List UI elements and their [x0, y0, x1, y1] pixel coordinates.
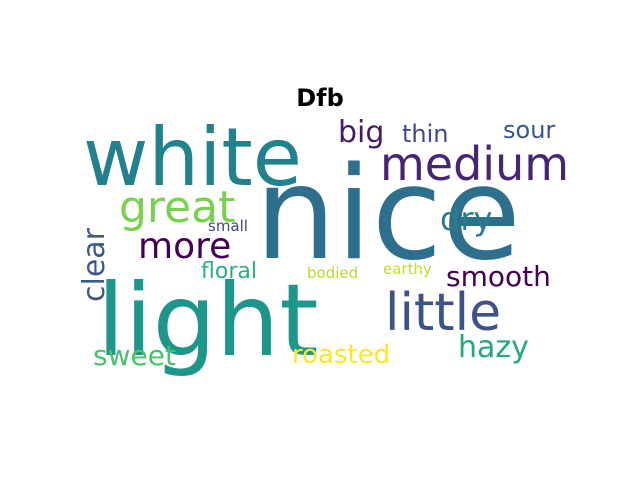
word-nice: nice — [255, 140, 521, 289]
word-roasted: roasted — [292, 340, 390, 370]
word-earthy: earthy — [383, 260, 432, 278]
word-clear: clear — [77, 227, 112, 302]
word-hazy: hazy — [458, 330, 529, 365]
word-more: more — [138, 226, 231, 267]
chart-title: Dfb — [296, 84, 344, 112]
word-dry: dry — [440, 200, 492, 238]
word-little: little — [385, 283, 501, 343]
word-medium: medium — [380, 137, 569, 191]
word-white: white — [83, 111, 302, 204]
word-big: big — [338, 115, 384, 150]
word-sour: sour — [503, 116, 555, 144]
word-floral: floral — [201, 259, 257, 284]
word-smooth: smooth — [446, 260, 551, 293]
word-bodied: bodied — [307, 264, 358, 282]
word-small: small — [208, 217, 248, 235]
word-light: light — [97, 262, 319, 379]
word-thin: thin — [402, 120, 449, 148]
word-great: great — [119, 182, 235, 233]
word-sweet: sweet — [93, 339, 176, 372]
